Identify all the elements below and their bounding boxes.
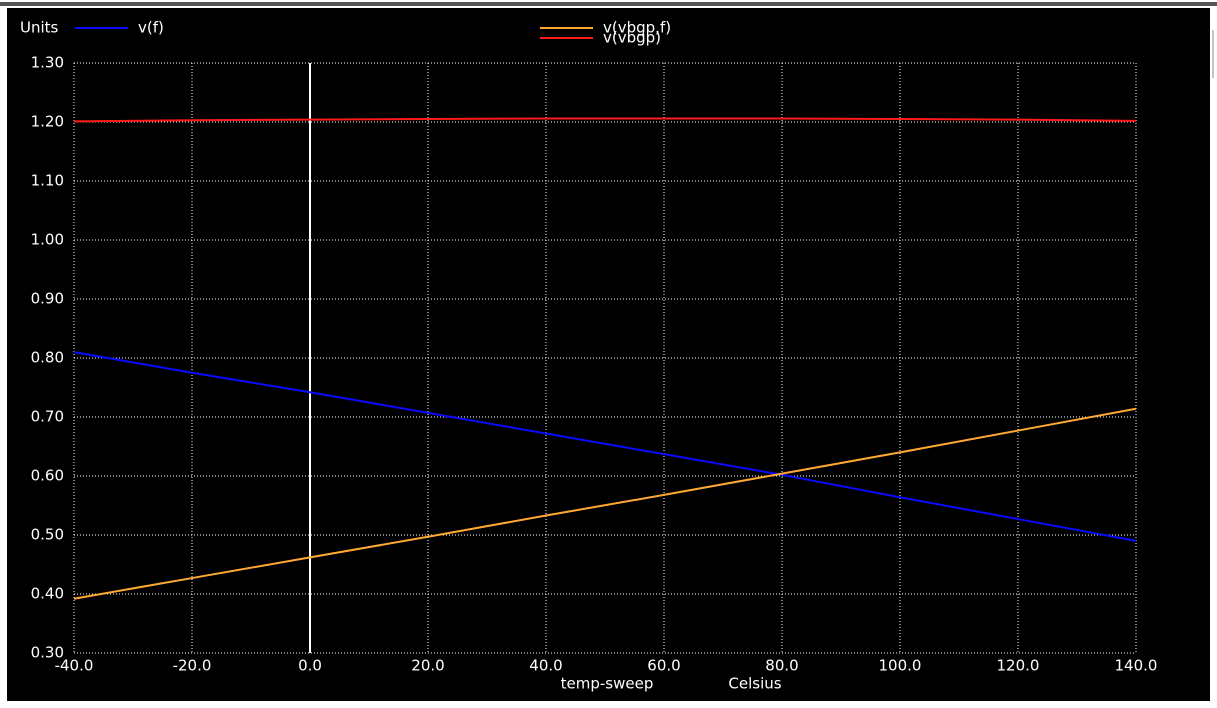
y-tick-label: 1.00: [31, 231, 64, 249]
series-line: [73, 407, 1137, 600]
y-tick-label: 0.80: [31, 349, 64, 367]
x-tick-label: 60.0: [647, 657, 680, 675]
x-tick-label: 100.0: [879, 657, 922, 675]
y-tick-label: 0.50: [31, 526, 64, 544]
y-tick-label: 0.60: [31, 467, 64, 485]
legend-label: v(vbgp): [603, 29, 661, 47]
y-tick-label: 0.40: [31, 585, 64, 603]
x-tick-label: 20.0: [411, 657, 444, 675]
legend-label: v(vbgp,f): [603, 19, 671, 37]
x-axis-label: temp-sweep: [561, 675, 654, 693]
x-tick-label: 120.0: [997, 657, 1040, 675]
legend-label: v(f): [138, 19, 164, 37]
window-border: [0, 2, 1217, 6]
series-line: [73, 117, 1137, 123]
x-tick-label: 40.0: [529, 657, 562, 675]
y-tick-label: 1.10: [31, 172, 64, 190]
x-tick-label: 0.0: [298, 657, 322, 675]
y-tick-label: 1.30: [31, 54, 64, 72]
y-tick-label: 0.30: [31, 644, 64, 662]
y-tick-label: 0.90: [31, 290, 64, 308]
x-tick-label: 140.0: [1115, 657, 1158, 675]
series-line: [73, 351, 1137, 542]
x-tick-label: -20.0: [173, 657, 212, 675]
y-tick-label: 1.20: [31, 113, 64, 131]
x-tick-label: -40.0: [55, 657, 94, 675]
x-axis-unit: Celsius: [728, 675, 781, 693]
x-tick-label: 80.0: [765, 657, 798, 675]
y-tick-label: 0.70: [31, 408, 64, 426]
plot-background: [7, 8, 1210, 701]
y-axis-label: Units: [20, 19, 59, 37]
